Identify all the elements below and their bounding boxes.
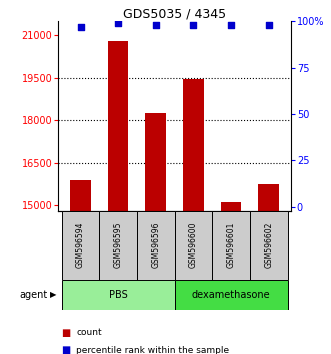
Bar xyxy=(70,179,91,354)
Text: PBS: PBS xyxy=(109,290,127,300)
Bar xyxy=(145,113,166,354)
Text: dexamethasone: dexamethasone xyxy=(192,290,270,300)
Text: GSM596602: GSM596602 xyxy=(264,222,273,268)
Point xyxy=(78,24,83,30)
Text: GSM596596: GSM596596 xyxy=(151,222,160,268)
Bar xyxy=(259,184,279,354)
Text: GSM596601: GSM596601 xyxy=(226,222,236,268)
Title: GDS5035 / 4345: GDS5035 / 4345 xyxy=(123,7,226,20)
Text: percentile rank within the sample: percentile rank within the sample xyxy=(76,346,229,354)
Bar xyxy=(212,211,250,280)
Point xyxy=(266,22,271,28)
Point xyxy=(116,20,121,26)
Text: ▶: ▶ xyxy=(50,290,56,299)
Point xyxy=(191,22,196,28)
Bar xyxy=(250,211,288,280)
Bar xyxy=(183,79,204,354)
Text: GSM596600: GSM596600 xyxy=(189,222,198,268)
Text: agent: agent xyxy=(20,290,48,300)
Text: ■: ■ xyxy=(61,346,71,354)
Bar xyxy=(175,211,212,280)
Bar xyxy=(62,211,99,280)
Text: GSM596594: GSM596594 xyxy=(76,222,85,268)
Bar xyxy=(137,211,175,280)
Bar xyxy=(99,211,137,280)
Point xyxy=(228,22,234,28)
Bar xyxy=(62,280,175,310)
Text: count: count xyxy=(76,328,102,337)
Text: GSM596595: GSM596595 xyxy=(114,222,123,268)
Bar xyxy=(175,280,288,310)
Bar xyxy=(108,41,128,354)
Text: ■: ■ xyxy=(61,328,71,338)
Point xyxy=(153,22,159,28)
Bar xyxy=(221,202,241,354)
